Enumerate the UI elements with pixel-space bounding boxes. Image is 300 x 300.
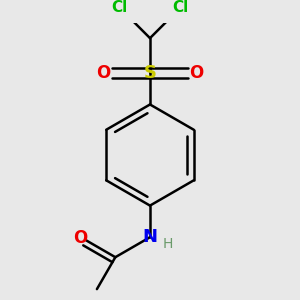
Text: Cl: Cl <box>172 0 188 15</box>
Text: O: O <box>189 64 203 82</box>
Text: O: O <box>97 64 111 82</box>
Text: H: H <box>163 236 173 250</box>
Text: O: O <box>73 229 87 247</box>
Text: Cl: Cl <box>112 0 128 15</box>
Text: N: N <box>142 228 158 246</box>
Text: S: S <box>143 64 157 82</box>
